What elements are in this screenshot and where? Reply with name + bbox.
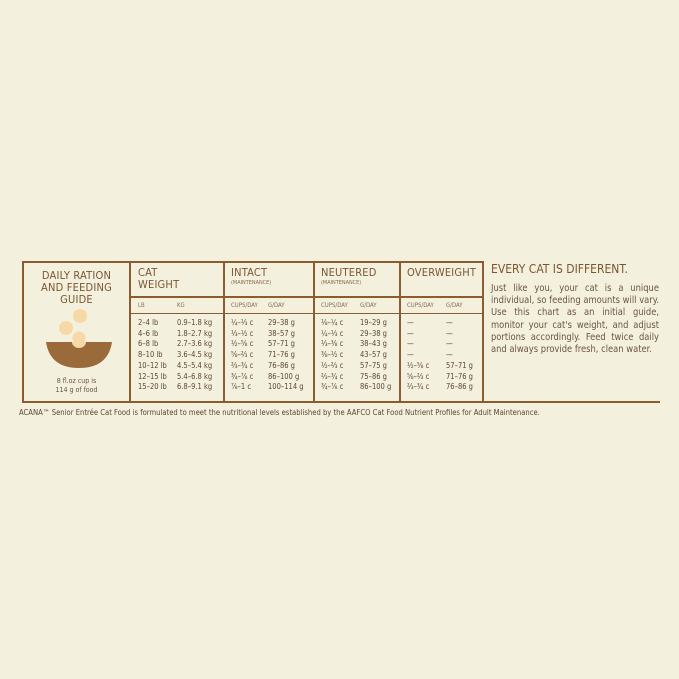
side-body: Just like you, your cat is a unique indi… xyxy=(491,283,659,356)
neutered-cups-column: ⅛–¼ c ¼–⅓ c ⅓–⅜ c ⅜–½ c ½–⅔ c ⅔–¾ c ¾–⅞ … xyxy=(321,318,344,392)
intact-note: (MAINTENANCE) xyxy=(231,280,272,286)
divider xyxy=(223,261,225,403)
lb-column: 2–4 lb 4–6 lb 6–8 lb 8–10 lb 10–12 lb 12… xyxy=(138,318,167,392)
side-title: EVERY CAT IS DIFFERENT. xyxy=(491,262,628,276)
overweight-header: OVERWEIGHT xyxy=(407,266,477,279)
overweight-g-column: — — — — 57–71 g 71–76 g 76–86 g xyxy=(446,318,473,392)
divider xyxy=(399,261,401,403)
intact-cups-column: ¼–⅓ c ⅓–½ c ½–⅝ c ⅝–⅔ c ⅔–¾ c ¾–⅞ c ⅞–1 … xyxy=(231,318,254,392)
neutered-g-header: G/DAY xyxy=(360,302,377,309)
guide-title: DAILY RATION AND FEEDING GUIDE xyxy=(41,269,112,306)
overweight-cups-column: — — — — ½–⅝ c ⅝–⅔ c ⅔–¾ c xyxy=(407,318,430,392)
footnote-rule xyxy=(22,401,660,403)
neutered-cups-header: CUPS/DAY xyxy=(321,302,348,309)
divider xyxy=(129,296,484,298)
food-bowl-icon xyxy=(46,309,112,368)
neutered-g-column: 19–29 g 29–38 g 38–43 g 43–57 g 57–75 g … xyxy=(360,318,392,392)
overweight-cups-header: CUPS/DAY xyxy=(407,302,434,309)
footnote: ACANA™ Senior Entrée Cat Food is formula… xyxy=(19,408,540,417)
overweight-g-header: G/DAY xyxy=(446,302,463,309)
kg-header: KG xyxy=(177,302,185,309)
neutered-note: (MAINTENANCE) xyxy=(321,280,362,286)
cup-note: 8 fl.oz cup is 114 g of food xyxy=(55,377,98,394)
intact-header: INTACT xyxy=(231,266,268,279)
kg-column: 0.9–1.8 kg 1.8–2.7 kg 2.7–3.6 kg 3.6–4.5… xyxy=(177,318,213,392)
divider xyxy=(129,313,484,314)
divider xyxy=(313,261,315,403)
neutered-header: NEUTERED xyxy=(321,266,377,279)
intact-g-column: 29–38 g 38–57 g 57–71 g 71–76 g 76–86 g … xyxy=(268,318,304,392)
cat-weight-header: CAT WEIGHT xyxy=(138,266,180,291)
divider xyxy=(129,261,131,403)
lb-header: LB xyxy=(138,302,145,309)
intact-cups-header: CUPS/DAY xyxy=(231,302,258,309)
intact-g-header: G/DAY xyxy=(268,302,285,309)
